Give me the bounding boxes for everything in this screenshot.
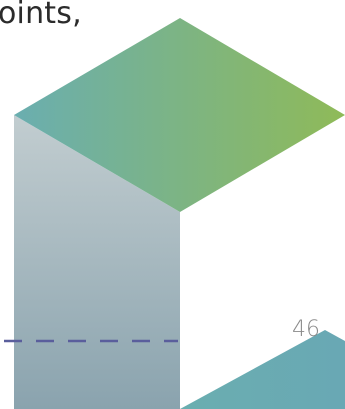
cube-side-face — [14, 115, 180, 409]
page-number: 46 — [292, 317, 320, 342]
caption-text: oints, — [0, 0, 82, 31]
cube-top-face — [14, 18, 345, 212]
lower-rhombus-shape — [180, 330, 345, 409]
